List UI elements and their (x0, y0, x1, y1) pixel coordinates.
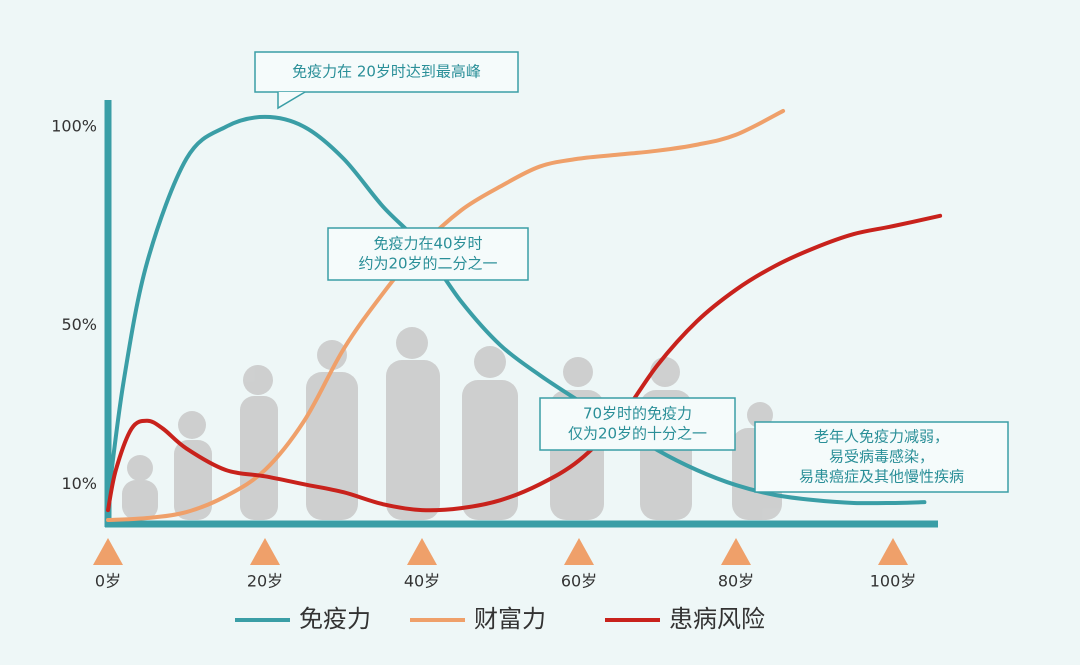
series-line (106, 114, 927, 506)
y-tick-label: 50% (61, 315, 97, 334)
annotation-text: 免疫力在40岁时 (373, 235, 482, 253)
annotation-text: 免疫力在 20岁时达到最高峰 (292, 63, 481, 81)
annotation-text: 仅为20岁的十分之一 (568, 425, 707, 443)
tick-marker (93, 538, 123, 565)
y-tick-label: 100% (51, 116, 97, 135)
y-tick-label: 10% (61, 474, 97, 493)
x-tick-label: 60岁 (561, 572, 597, 591)
series-line (106, 213, 943, 513)
x-tick-label: 80岁 (718, 572, 754, 591)
tick-marker (407, 538, 437, 565)
x-tick-label: 20岁 (247, 572, 283, 591)
callout-box (754, 421, 1009, 493)
tick-marker (878, 538, 908, 565)
legend-label: 财富力 (474, 605, 546, 633)
annotation-text: 70岁时的免疫力 (583, 405, 692, 423)
x-tick-label: 0岁 (95, 572, 121, 591)
legend-label: 患病风险 (669, 605, 765, 633)
callout-box (254, 51, 519, 93)
annotation-text: 易患癌症及其他慢性疾病 (799, 468, 964, 486)
callout-box (327, 227, 529, 281)
silhouettes (122, 327, 782, 520)
annotation-text: 易受病毒感染， (829, 448, 934, 466)
callout-box (539, 397, 736, 451)
annotation-text: 约为20岁的二分之一 (358, 255, 497, 273)
tick-marker (564, 538, 594, 565)
callout-tail (277, 91, 306, 110)
x-tick-label: 100岁 (870, 572, 917, 591)
x-tick-label: 40岁 (404, 572, 440, 591)
annotation-text: 老年人免疫力减弱， (814, 428, 949, 446)
tick-marker (250, 538, 280, 565)
tick-marker (721, 538, 751, 565)
legend-label: 免疫力 (299, 605, 371, 633)
